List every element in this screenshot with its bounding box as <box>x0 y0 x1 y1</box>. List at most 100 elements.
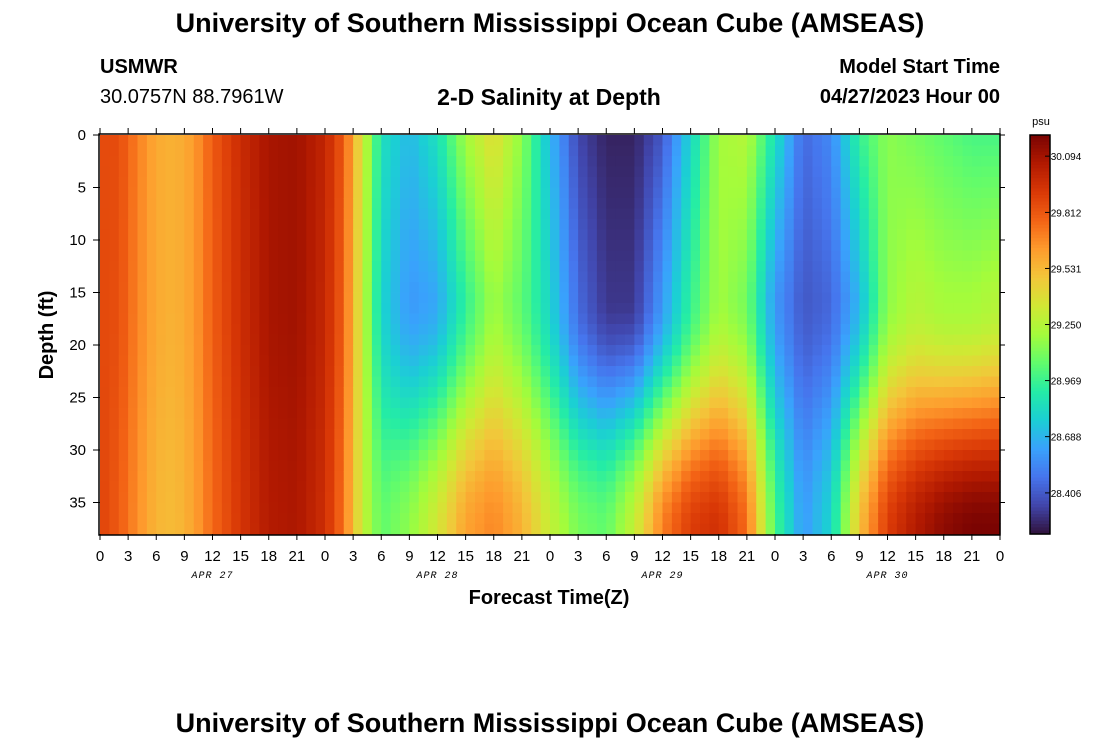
heatmap-cell <box>165 313 176 325</box>
heatmap-cell <box>559 282 570 294</box>
heatmap-cell <box>128 282 139 294</box>
heatmap-cell <box>418 135 429 147</box>
heatmap-cell <box>793 166 804 178</box>
heatmap-cell <box>634 313 645 325</box>
x-tick-label: 18 <box>485 548 502 565</box>
heatmap-cell <box>371 208 382 220</box>
heatmap-cell <box>287 313 298 325</box>
heatmap-cell <box>775 387 785 399</box>
heatmap-cell <box>465 523 476 535</box>
colorbar-swatch <box>1030 397 1050 402</box>
heatmap-cell <box>418 250 429 262</box>
heatmap-cell <box>784 387 795 399</box>
heatmap-cell <box>756 166 767 178</box>
heatmap-cell <box>475 156 485 168</box>
heatmap-cell <box>371 198 382 210</box>
colorbar-swatch <box>1030 168 1050 173</box>
heatmap-cell <box>559 313 570 325</box>
x-axis-label: Forecast Time(Z) <box>469 587 630 609</box>
heatmap-cell <box>165 177 176 189</box>
heatmap-cell <box>981 429 992 441</box>
heatmap-cell <box>662 418 673 430</box>
heatmap-cell <box>306 261 317 273</box>
heatmap-cell <box>146 271 157 283</box>
heatmap-cell <box>981 513 992 525</box>
heatmap-cell <box>746 145 757 157</box>
heatmap-cell <box>437 345 448 357</box>
heatmap-cell <box>634 450 645 462</box>
heatmap-cell <box>250 492 260 504</box>
heatmap-cell <box>625 250 635 262</box>
heatmap-cell <box>878 460 889 472</box>
heatmap-cell <box>962 450 973 462</box>
heatmap-cell <box>409 313 420 325</box>
heatmap-cell <box>859 408 870 420</box>
heatmap-cell <box>156 250 167 262</box>
heatmap-cell <box>868 324 879 336</box>
heatmap-cell <box>925 145 935 157</box>
heatmap-cell <box>990 303 1001 315</box>
heatmap-cell <box>971 418 982 430</box>
heatmap-cell <box>550 502 560 514</box>
heatmap-cell <box>137 135 148 147</box>
heatmap-cell <box>353 397 364 409</box>
heatmap-cell <box>606 324 617 336</box>
heatmap-cell <box>362 366 373 378</box>
heatmap-cell <box>859 177 870 189</box>
heatmap-cell <box>831 219 842 231</box>
heatmap-cell <box>643 481 654 493</box>
heatmap-cell <box>596 135 607 147</box>
heatmap-cell <box>681 282 692 294</box>
colorbar-swatch <box>1030 341 1050 346</box>
colorbar-swatch <box>1030 490 1050 495</box>
heatmap-cell <box>671 387 682 399</box>
heatmap-cell <box>559 460 570 472</box>
heatmap-cell <box>578 177 589 189</box>
heatmap-cell <box>681 229 692 241</box>
heatmap-cell <box>240 502 251 514</box>
colorbar-swatch <box>1030 357 1050 362</box>
heatmap-cell <box>850 471 860 483</box>
heatmap-cell <box>784 240 795 252</box>
x-tick-label: 0 <box>771 548 779 565</box>
heatmap-cell <box>700 429 710 441</box>
heatmap-cell <box>353 240 364 252</box>
heatmap-cell <box>653 523 664 535</box>
heatmap-cell <box>634 198 645 210</box>
heatmap-cell <box>325 250 335 262</box>
heatmap-cell <box>812 187 823 199</box>
heatmap-cell <box>428 502 439 514</box>
station-coordinates: 30.0757N 88.7961W <box>100 86 284 108</box>
heatmap-cell <box>653 261 664 273</box>
heatmap-cell <box>634 397 645 409</box>
heatmap-cell <box>146 513 157 525</box>
heatmap-cell <box>953 250 964 262</box>
heatmap-cell <box>793 376 804 388</box>
heatmap-cell <box>418 513 429 525</box>
heatmap-cell <box>681 240 692 252</box>
heatmap-cell <box>221 502 232 514</box>
heatmap-cell <box>484 135 495 147</box>
heatmap-cell <box>934 513 945 525</box>
heatmap-cell <box>746 387 757 399</box>
heatmap-cell <box>859 366 870 378</box>
heatmap-cell <box>906 471 917 483</box>
heatmap-cell <box>934 187 945 199</box>
heatmap-cell <box>521 513 532 525</box>
heatmap-cell <box>634 250 645 262</box>
heatmap-cell <box>681 187 692 199</box>
heatmap-cell <box>156 282 167 294</box>
y-tick-label: 20 <box>69 337 86 354</box>
heatmap-cell <box>306 513 317 525</box>
heatmap-cell <box>765 229 776 241</box>
heatmap-cell <box>906 208 917 220</box>
heatmap-cell <box>165 198 176 210</box>
heatmap-cell <box>812 240 823 252</box>
heatmap-cell <box>456 502 467 514</box>
heatmap-cell <box>165 282 176 294</box>
heatmap-cell <box>671 282 682 294</box>
heatmap-cell <box>953 156 964 168</box>
heatmap-cell <box>287 492 298 504</box>
heatmap-cell <box>634 492 645 504</box>
heatmap-cell <box>934 366 945 378</box>
